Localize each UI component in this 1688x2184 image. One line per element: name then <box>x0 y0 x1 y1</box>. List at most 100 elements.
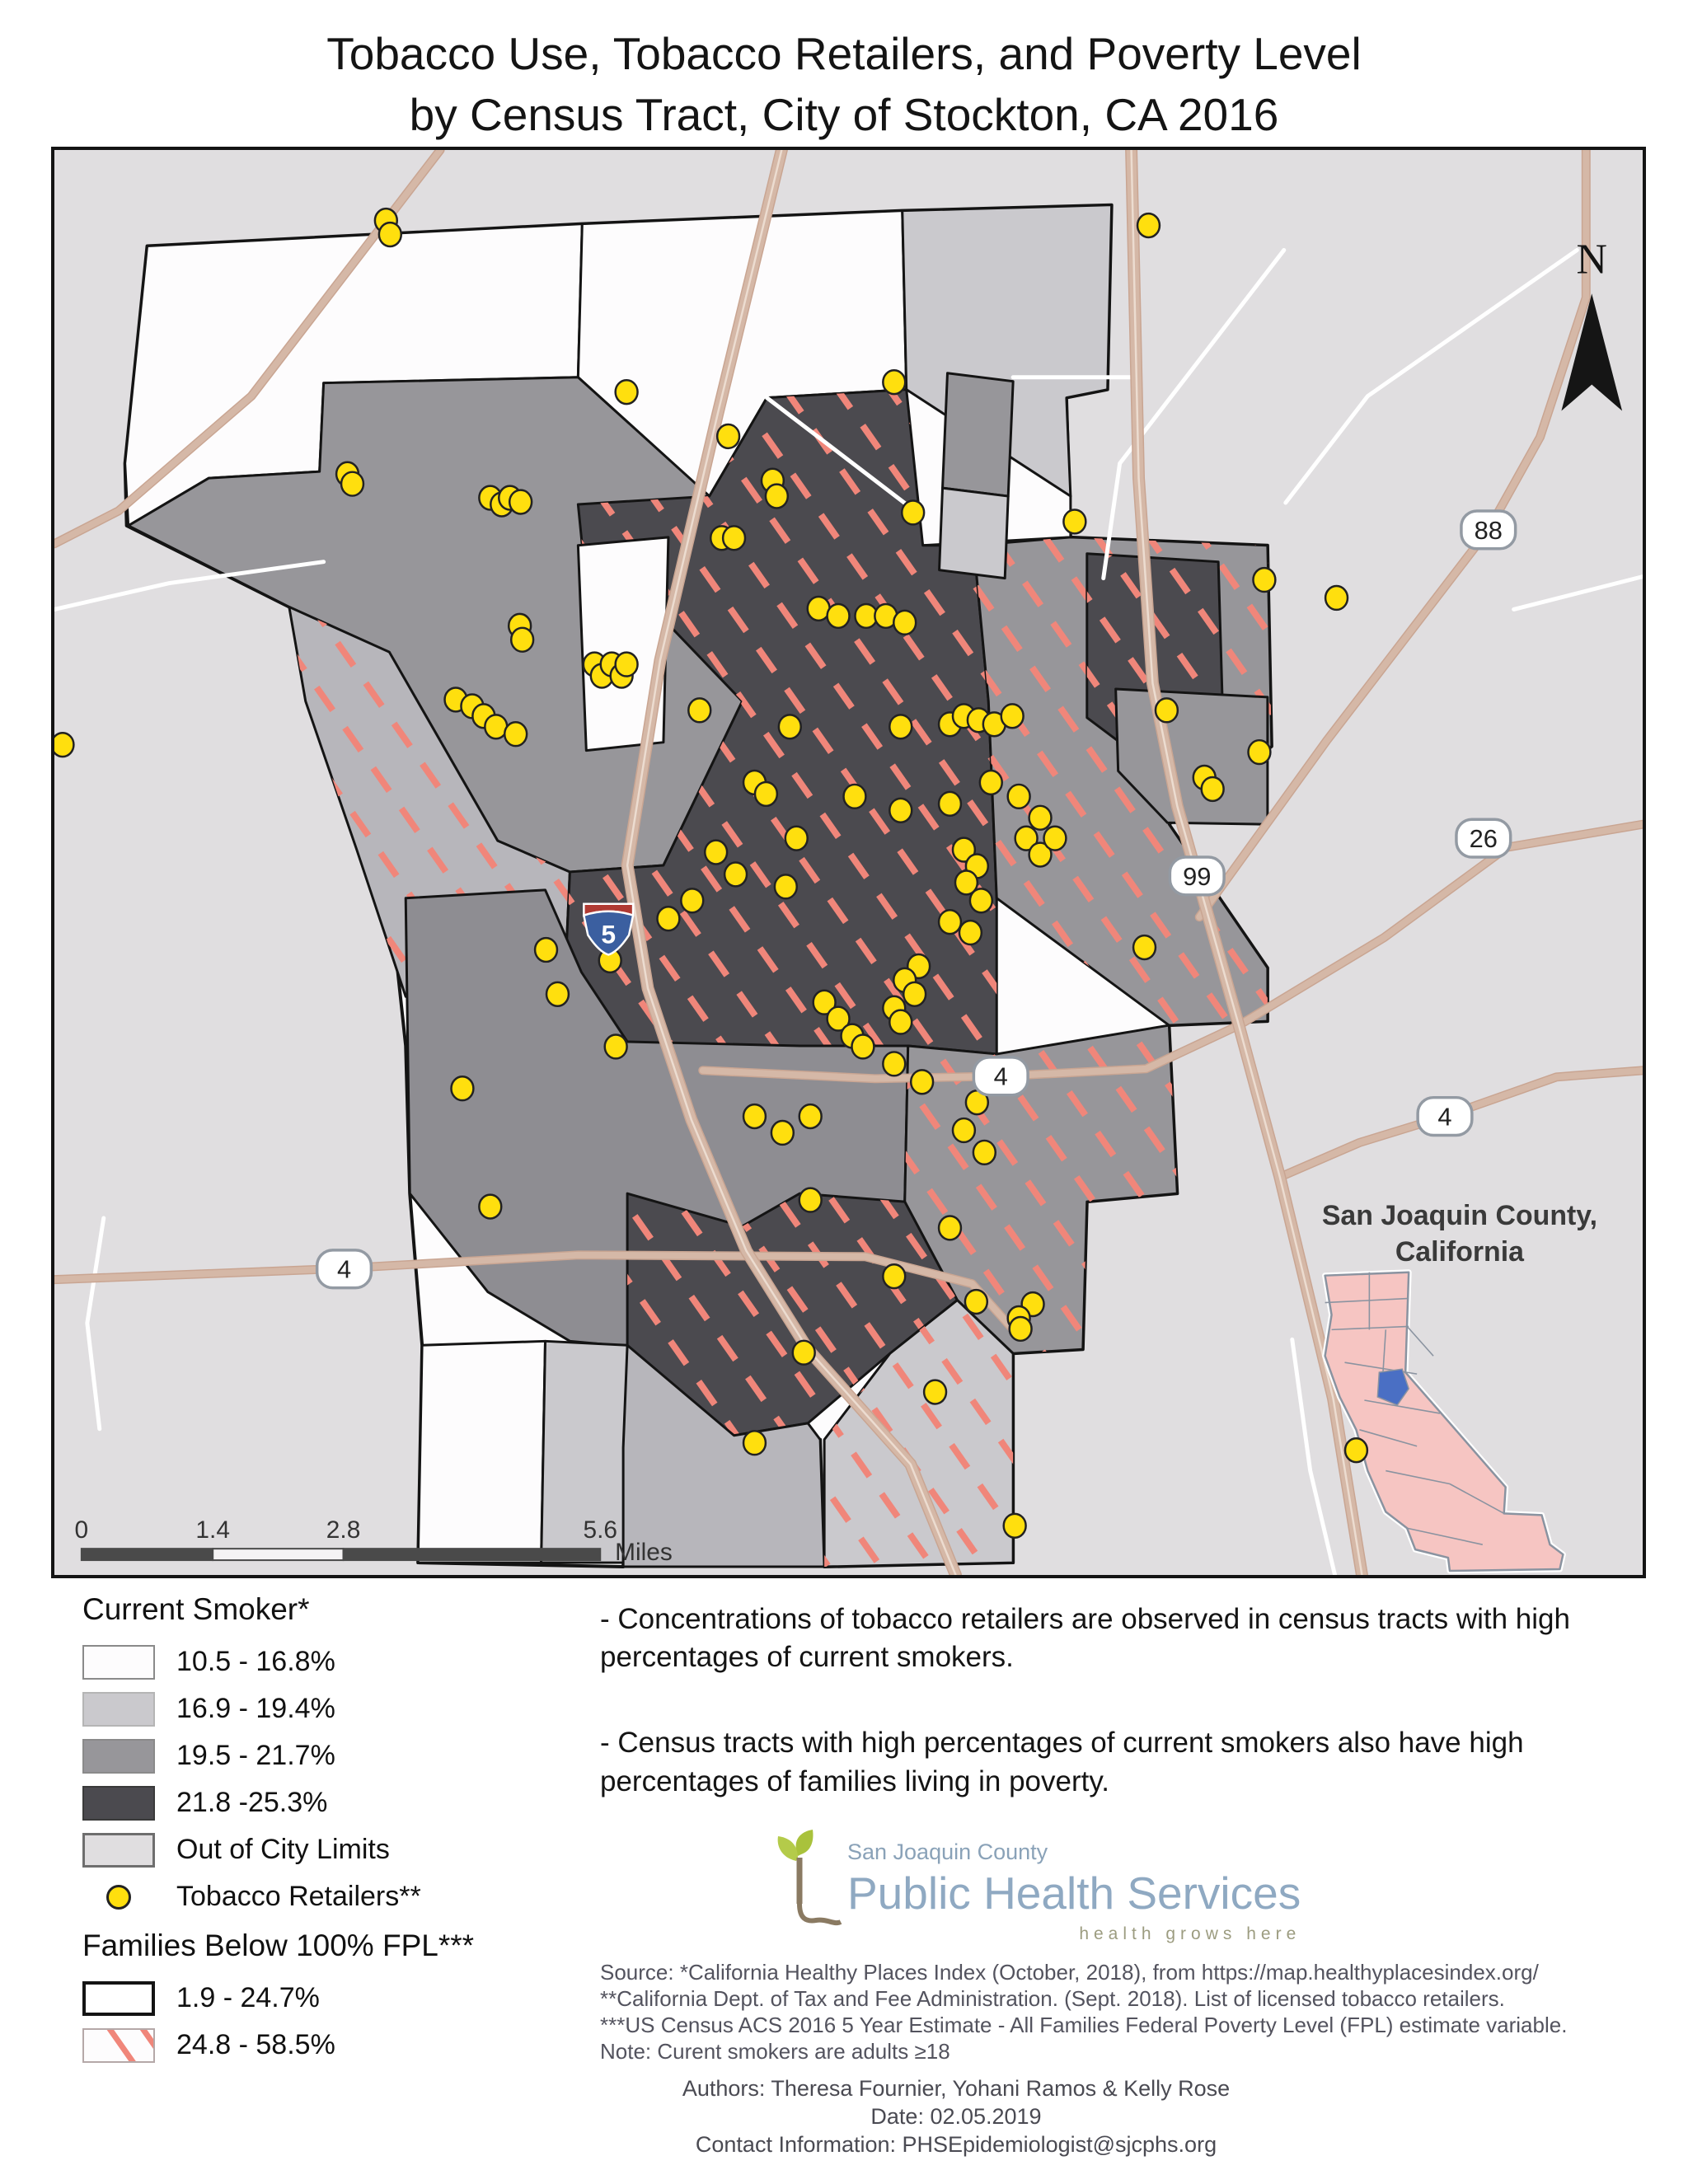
legend-fpl-rows: 1.9 - 24.7% 24.8 - 58.5% <box>82 1975 474 2069</box>
legend-item: 19.5 - 21.7% <box>82 1732 474 1779</box>
inset-san-joaquin-county <box>1376 1368 1410 1406</box>
tobacco-retailer-dot <box>340 471 365 497</box>
inset-county-line <box>1407 1527 1483 1545</box>
map-legend: Current Smoker* 10.5 - 16.8% 16.9 - 19.4%… <box>82 1592 474 2069</box>
tobacco-retailer-dot <box>764 483 790 509</box>
poverty-hatch-overlay <box>824 1300 1014 1568</box>
census-tract <box>938 486 1010 580</box>
highway <box>1196 150 1590 921</box>
scalebar-segment <box>80 1548 214 1562</box>
tobacco-retailer-dot <box>1002 1512 1027 1539</box>
legend-item-label: 16.9 - 19.4% <box>176 1693 335 1724</box>
interstate-shield-number: 5 <box>601 920 616 949</box>
source-notes: Source: *California Healthy Places Index… <box>600 1960 1567 2065</box>
inset-county-line <box>1331 1325 1409 1331</box>
minor-road <box>764 396 909 507</box>
tobacco-retailer-dot <box>1008 1315 1033 1343</box>
state-route-shield <box>1455 818 1512 859</box>
inset-county-line <box>1406 1325 1434 1357</box>
tobacco-retailer-dot <box>1062 509 1087 535</box>
scalebar-tick-label: 1.4 <box>195 1516 230 1544</box>
tobacco-retailer-dot <box>972 1139 997 1166</box>
inset-county-line <box>1449 1483 1505 1515</box>
tobacco-retailer-dot <box>798 1187 823 1213</box>
tobacco-retailer-dot <box>703 839 729 865</box>
tobacco-retailer-dot <box>715 423 741 450</box>
inset-county-line <box>1344 1361 1418 1375</box>
phs-logo: San Joaquin County Public Health Service… <box>767 1828 1301 1944</box>
legend-retailers-row: Tobacco Retailers** <box>82 1873 474 1920</box>
legend-item-label: 1.9 - 24.7% <box>176 1982 320 2013</box>
tobacco-retailer-dot <box>889 797 913 823</box>
tobacco-retailer-dot <box>1324 584 1349 612</box>
freeway-median-line <box>626 150 957 1575</box>
inset-county-line <box>1325 1297 1408 1304</box>
state-route-number: 99 <box>1183 862 1211 891</box>
tobacco-retailer-dot <box>1136 212 1161 239</box>
logo-org-large: Public Health Services <box>847 1868 1301 1919</box>
inset-county-line <box>1452 1426 1507 1488</box>
census-tract <box>1114 687 1269 826</box>
tobacco-retailer-dot <box>851 1033 875 1060</box>
legend-item-label: 19.5 - 21.7% <box>176 1740 335 1771</box>
tobacco-retailer-dot <box>791 1339 816 1366</box>
state-route-shield <box>1460 509 1517 551</box>
tobacco-retailer-dot <box>1006 783 1031 810</box>
legend-item: 10.5 - 16.8% <box>82 1638 474 1685</box>
minor-road <box>1290 1337 1338 1575</box>
tobacco-retailer-dot <box>1154 697 1179 724</box>
tobacco-retailer-dot <box>1247 738 1272 766</box>
tobacco-retailer-dot <box>723 861 748 888</box>
tobacco-retailer-dot <box>1343 1437 1369 1464</box>
tobacco-retailer-dot <box>978 769 1003 796</box>
tobacco-retailer-dot <box>508 489 533 515</box>
inset-county-line <box>1359 1429 1418 1447</box>
legend-swatch-s1 <box>82 1691 155 1727</box>
scalebar-tick-label: 2.8 <box>326 1516 361 1544</box>
tobacco-retailer-dot <box>954 869 979 896</box>
inset-county-line <box>1404 1371 1454 1427</box>
minor-road <box>1101 247 1287 581</box>
north-arrow-icon <box>1561 293 1623 411</box>
map-title-line2: by Census Tract, City of Stockton, CA 20… <box>409 89 1279 141</box>
retailer-dot-icon <box>106 1884 131 1910</box>
tobacco-retailer-dot <box>951 837 977 863</box>
tobacco-retailer-dot <box>614 378 639 405</box>
state-route-number: 4 <box>994 1062 1008 1091</box>
credit-line: Date: 02.05.2019 <box>870 2103 1042 2129</box>
tobacco-retailer-dot <box>614 651 639 677</box>
tobacco-retailer-dot <box>1028 841 1053 868</box>
legend-item: 1.9 - 24.7% <box>82 1975 474 2022</box>
tobacco-retailer-dot <box>889 1009 913 1035</box>
highway <box>1236 821 1643 1029</box>
tobacco-retailer-dot <box>687 697 712 724</box>
tobacco-retailer-dot <box>893 609 917 636</box>
minor-road <box>1512 574 1643 612</box>
tobacco-retailer-dot <box>968 888 994 914</box>
legend-swatch-s0 <box>82 1644 155 1680</box>
legend-swatch-s3 <box>82 1785 155 1821</box>
tobacco-retailer-dot <box>937 1215 963 1241</box>
tobacco-retailer-dot <box>603 1033 628 1060</box>
tobacco-retailer-dot <box>770 1119 795 1146</box>
logo-org-small: San Joaquin County <box>847 1840 1048 1864</box>
legend-item-label: 10.5 - 16.8% <box>176 1646 335 1677</box>
tobacco-retailer-dot <box>742 1103 767 1130</box>
scalebar-tick-label: 5.6 <box>583 1516 617 1544</box>
logo-text: San Joaquin County Public Health Service… <box>847 1828 1301 1944</box>
tobacco-retailer-dot <box>1043 825 1067 851</box>
logo-tagline: health grows here <box>1079 1924 1301 1943</box>
tobacco-retailer-dot <box>1028 804 1053 831</box>
tobacco-retailer-dot <box>1252 566 1277 593</box>
legend-item: 21.8 -25.3% <box>82 1779 474 1826</box>
source-line: **California Dept. of Tax and Fee Admini… <box>600 1985 1505 2011</box>
legend-swatch-fpl2 <box>82 2027 155 2063</box>
findings-text: - Concentrations of tobacco retailers ar… <box>600 1601 1663 1849</box>
credit-line: Contact Information: PHSEpidemiologist@s… <box>695 2131 1217 2157</box>
source-line: ***US Census ACS 2016 5 Year Estimate - … <box>600 2012 1568 2037</box>
tobacco-retailer-dot <box>503 721 528 748</box>
legend-item: 16.9 - 19.4% <box>82 1685 474 1732</box>
map-title-line1: Tobacco Use, Tobacco Retailers, and Pove… <box>326 28 1362 79</box>
tobacco-retailer-dot <box>1200 776 1225 803</box>
